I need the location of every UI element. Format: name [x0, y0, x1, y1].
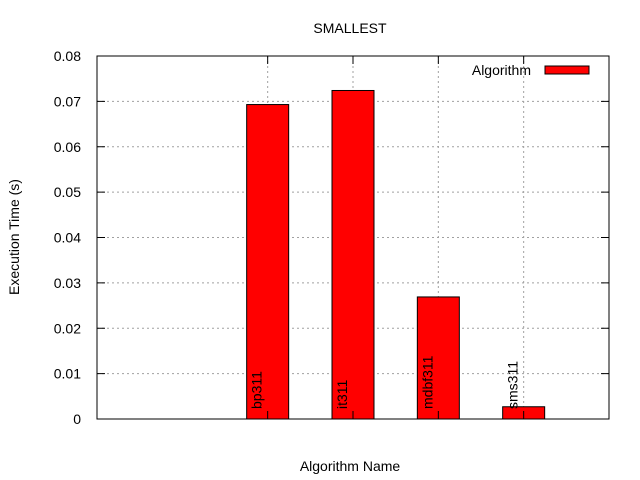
- y-tick-label: 0.06: [54, 139, 81, 155]
- legend-label: Algorithm: [472, 62, 531, 78]
- x-axis-label: Algorithm Name: [300, 458, 401, 474]
- y-tick-label: 0.03: [54, 275, 81, 291]
- y-axis-label: Execution Time (s): [6, 179, 22, 295]
- y-tick-label: 0.08: [54, 48, 81, 64]
- legend: Algorithm: [472, 62, 590, 78]
- bar-mdbf311: [416, 296, 460, 420]
- bar-labels: bp311 it311 mdbf311 sms311: [249, 355, 521, 409]
- y-tick-label: 0.05: [54, 184, 81, 200]
- bar-label: bp311: [249, 371, 265, 409]
- bar-it311: [331, 89, 375, 420]
- y-tick-label: 0.07: [54, 93, 81, 109]
- bars: [246, 89, 546, 420]
- bar-label: it311: [334, 379, 350, 409]
- y-tick-label: 0.04: [54, 230, 81, 246]
- bar-label: sms311: [505, 361, 521, 409]
- bar-label: mdbf311: [419, 355, 435, 409]
- y-axis-ticks: 0 0.01 0.02 0.03 0.04 0.05 0.06 0.07 0.08: [54, 48, 609, 427]
- y-tick-label: 0.02: [54, 320, 81, 336]
- chart-title: SMALLEST: [313, 20, 387, 36]
- y-tick-label: 0.01: [54, 366, 81, 382]
- y-tick-label: 0: [73, 411, 81, 427]
- legend-swatch: [544, 65, 590, 75]
